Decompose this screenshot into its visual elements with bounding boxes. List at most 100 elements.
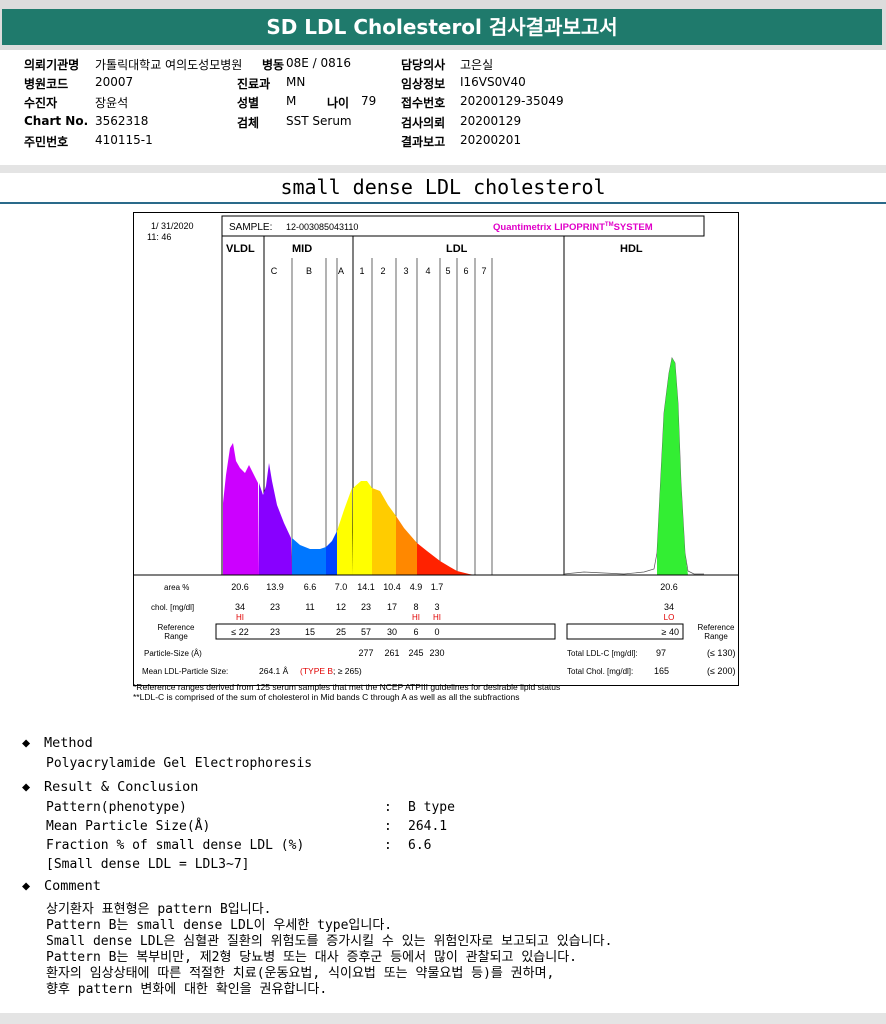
info-value: 20200201 — [460, 133, 522, 147]
info-value: 20007 — [95, 75, 134, 89]
mid-c-peak — [259, 463, 292, 575]
area-value: 7.0 — [335, 582, 348, 592]
result-value-3: 6.6 — [408, 838, 432, 853]
info-value: I16VS0V40 — [460, 75, 526, 89]
diamond-icon: ◆ — [22, 735, 31, 751]
hdl-chol-value: 34 — [664, 602, 674, 612]
info-value: SST Serum — [286, 114, 352, 128]
info-label: 병원코드 — [24, 77, 69, 91]
info-label: 성별 — [237, 96, 260, 110]
area-value: 1.7 — [431, 582, 444, 592]
info-label: Chart No. — [24, 114, 89, 128]
chol-value: 8 — [413, 602, 418, 612]
total-ldl-ref: (≤ 130) — [707, 648, 735, 658]
total-chol-value: 165 — [654, 666, 669, 676]
result-value-2: 264.1 — [408, 819, 448, 834]
total-chol-label: Total Chol. [mg/dl]: — [567, 667, 633, 676]
band-label: 3 — [403, 266, 408, 276]
area-value: 10.4 — [383, 582, 401, 592]
method-heading: ◆ Method — [22, 735, 93, 751]
mean-type: (TYPE B — [300, 666, 333, 676]
system-name: Quantimetrix LIPOPRINTTMSYSTEM — [493, 222, 653, 233]
diamond-icon: ◆ — [22, 878, 31, 894]
band-label: C — [271, 266, 278, 276]
ldl1-peak — [353, 481, 372, 575]
chol-value: 23 — [361, 602, 371, 612]
vldl-peak — [223, 443, 259, 575]
hdl-peak — [657, 358, 688, 575]
sample-box — [221, 215, 705, 237]
band-label: B — [306, 266, 312, 276]
result-label-2: Mean Particle Size(Å) — [46, 819, 211, 834]
ref-value: 25 — [336, 627, 346, 637]
band-label: 5 — [445, 266, 450, 276]
row-label-ref2: Reference — [698, 623, 735, 632]
result-note: [Small dense LDL = LDL3~7] — [46, 857, 250, 872]
mid-b-peak — [292, 538, 326, 575]
total-chol-ref: (≤ 200) — [707, 666, 735, 676]
divider-line — [0, 202, 886, 204]
group-label: VLDL — [226, 243, 255, 255]
total-ldl-label: Total LDL-C [mg/dl]: — [567, 649, 638, 658]
psize-value: 245 — [408, 648, 423, 658]
comment-title: Comment — [44, 878, 101, 894]
band-label: 7 — [481, 266, 486, 276]
info-value: 08E / 0816 — [286, 56, 352, 70]
flag-hi: HI — [433, 613, 441, 622]
ref-value: ≤ 22 — [231, 627, 248, 637]
info-label: 결과보고 — [401, 135, 446, 149]
info-value: 가톨릭대학교 여의도성모병원 — [95, 58, 243, 72]
info-value: 20200129-35049 — [460, 94, 564, 108]
info-label: 병동 — [262, 58, 285, 72]
comment-line: Pattern B는 small dense LDL이 우세한 type입니다. — [46, 918, 393, 933]
mean-value: 264.1 Å — [259, 666, 289, 676]
chol-value: 11 — [305, 602, 314, 612]
ldl4-peak — [417, 543, 440, 575]
comment-line: 상기환자 표현형은 pattern B입니다. — [46, 902, 272, 917]
band-label: 6 — [463, 266, 468, 276]
info-label: 접수번호 — [401, 96, 446, 110]
chol-value: 12 — [336, 602, 346, 612]
band-label: 1 — [359, 266, 364, 276]
ref-value: 6 — [413, 627, 418, 637]
info-value: 20200129 — [460, 114, 522, 128]
hdl-area-value: 20.6 — [660, 582, 678, 592]
ref-box-hdl — [566, 623, 684, 640]
separator — [0, 165, 886, 173]
ref-value: 23 — [270, 627, 280, 637]
info-label: 검체 — [237, 116, 260, 130]
result-title: Result & Conclusion — [44, 779, 199, 795]
chol-value: 34 — [235, 602, 245, 612]
result-value-1: B type — [408, 800, 455, 815]
info-label: 나이 — [327, 96, 350, 110]
sample-value: 12-003085043110 — [286, 222, 358, 232]
chol-value: 3 — [434, 602, 439, 612]
report-date: 1/ 31/2020 — [151, 221, 194, 231]
band-label: 2 — [380, 266, 385, 276]
psize-value: 277 — [358, 648, 373, 658]
row-label-chol: chol. [mg/dl] — [151, 603, 194, 612]
info-value: MN — [286, 75, 306, 89]
info-value: 장윤석 — [95, 96, 129, 110]
result-colon-3: : — [384, 838, 392, 853]
psize-value: 261 — [384, 648, 399, 658]
lipoprint-report: 1/ 31/2020 11: 46 SAMPLE: 12-003085043110 Qu… — [133, 212, 739, 686]
flag-hi: HI — [236, 613, 244, 622]
row-label-mean: Mean LDL-Particle Size: — [142, 667, 228, 676]
info-value: 3562318 — [95, 114, 149, 128]
hdl-ref-value: ≥ 40 — [662, 627, 679, 637]
result-heading: ◆ Result & Conclusion — [22, 779, 198, 795]
total-ldl-value: 97 — [656, 648, 666, 658]
info-label: 임상정보 — [401, 77, 446, 91]
ref-value: 15 — [305, 627, 315, 637]
group-label: MID — [292, 243, 312, 255]
comment-line: 향후 pattern 변화에 대한 확인을 권유합니다. — [46, 982, 328, 997]
row-label-psize: Particle-Size (Å) — [144, 649, 202, 658]
psize-value: 230 — [429, 648, 444, 658]
row-label-area: area % — [164, 583, 189, 592]
patient-info: 의뢰기관명 가톨릭대학교 여의도성모병원 병동 08E / 0816 담당의사 고은실 병원… — [0, 50, 886, 167]
ref-value: 0 — [434, 627, 439, 637]
band-label: 4 — [425, 266, 430, 276]
ldl6-peak — [457, 571, 475, 575]
